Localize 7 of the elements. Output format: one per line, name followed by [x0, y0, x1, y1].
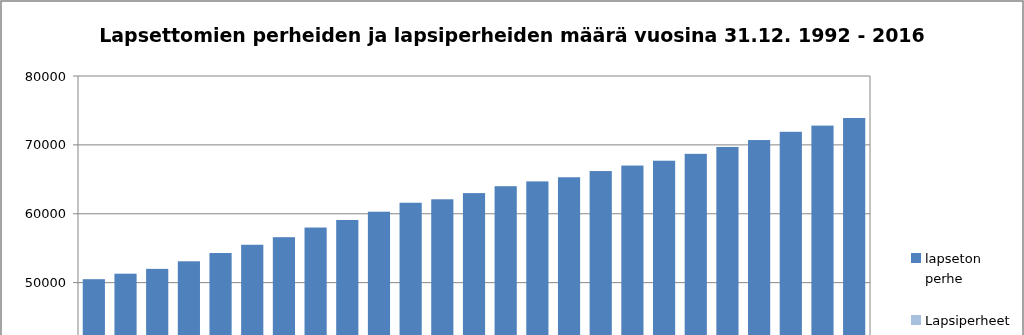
- y-tick-label: 60000: [24, 206, 66, 222]
- y-tick-label: 50000: [24, 275, 66, 291]
- chart-title: Lapsettomien perheiden ja lapsiperheiden määrä vuosina 31.12. 1992 - 2016: [99, 24, 925, 46]
- legend-label: lapseton perhe: [925, 250, 981, 287]
- y-tick-label: 70000: [24, 137, 66, 153]
- legend-label: Lapsiperheet: [925, 312, 1010, 328]
- y-tick-label: 80000: [24, 68, 66, 84]
